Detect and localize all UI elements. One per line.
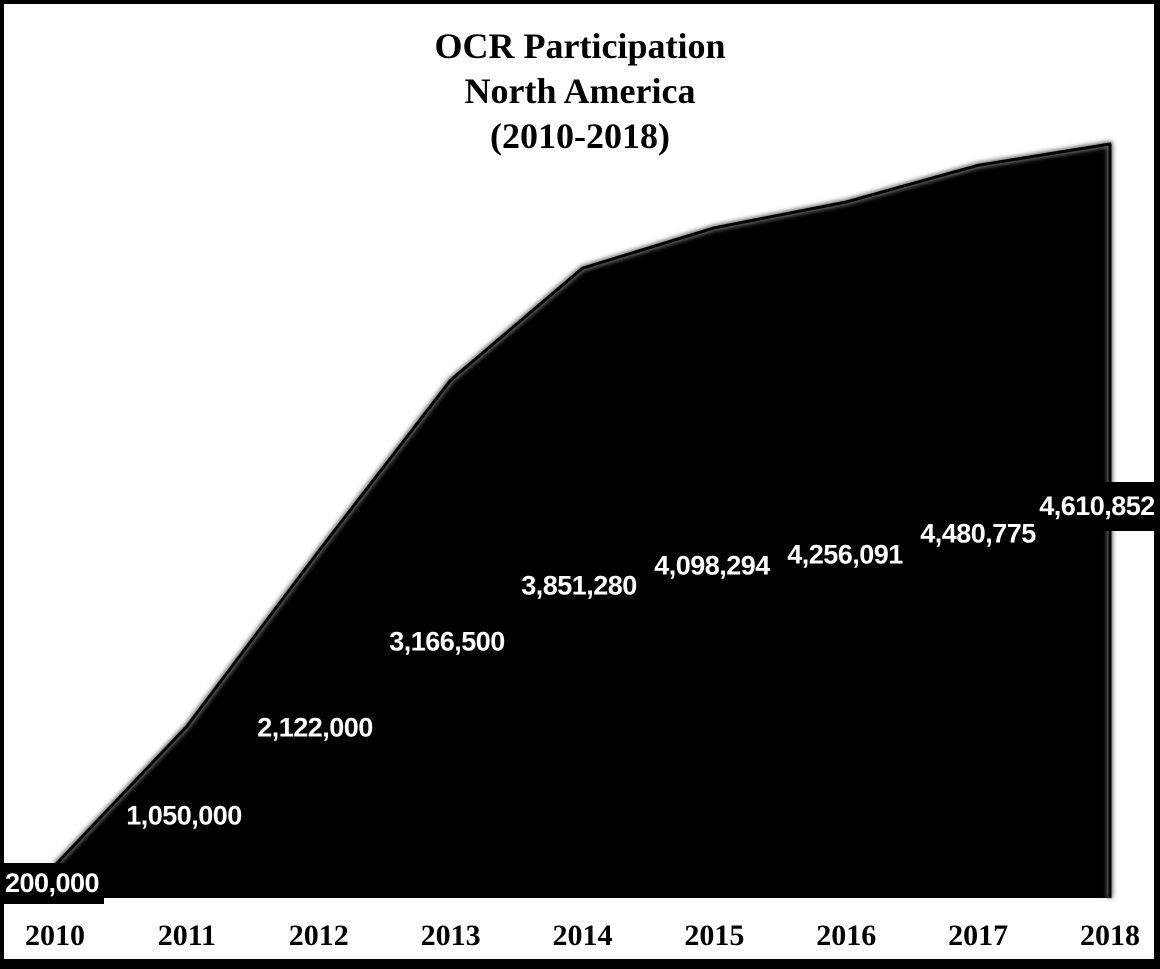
data-label-2018: 4,610,852 [1034, 482, 1160, 531]
x-axis-label-2014: 2014 [552, 919, 613, 952]
x-axis-label-2010: 2010 [25, 919, 85, 952]
data-label-2011: 1,050,000 [126, 800, 242, 831]
data-label-2012: 2,122,000 [257, 712, 373, 743]
data-label-2015: 4,098,294 [654, 550, 770, 581]
x-axis-label-2017: 2017 [948, 919, 1009, 952]
x-axis-label-2013: 2013 [420, 919, 481, 952]
chart-title-line-3: (2010-2018) [490, 116, 670, 156]
x-axis-label-2012: 2012 [288, 919, 349, 952]
chart-title: OCR Participation North America (2010-20… [0, 24, 1160, 159]
chart-title-line-2: North America [464, 71, 696, 111]
x-axis-label-2015: 2015 [684, 919, 745, 952]
chart-title-line-1: OCR Participation [434, 26, 726, 66]
x-axis-label-2018: 2018 [1080, 919, 1140, 952]
area-series-fill [55, 144, 1110, 898]
series-line [53, 142, 1112, 898]
x-axis-label-2011: 2011 [157, 919, 217, 952]
data-label-2014: 3,851,280 [521, 570, 637, 601]
data-label-2013: 3,166,500 [389, 626, 505, 657]
data-label-2016: 4,256,091 [787, 539, 903, 570]
x-axis-label-2016: 2016 [816, 919, 877, 952]
data-label-2017: 4,480,775 [920, 518, 1036, 549]
data-label-2010: 200,000 [0, 863, 104, 904]
